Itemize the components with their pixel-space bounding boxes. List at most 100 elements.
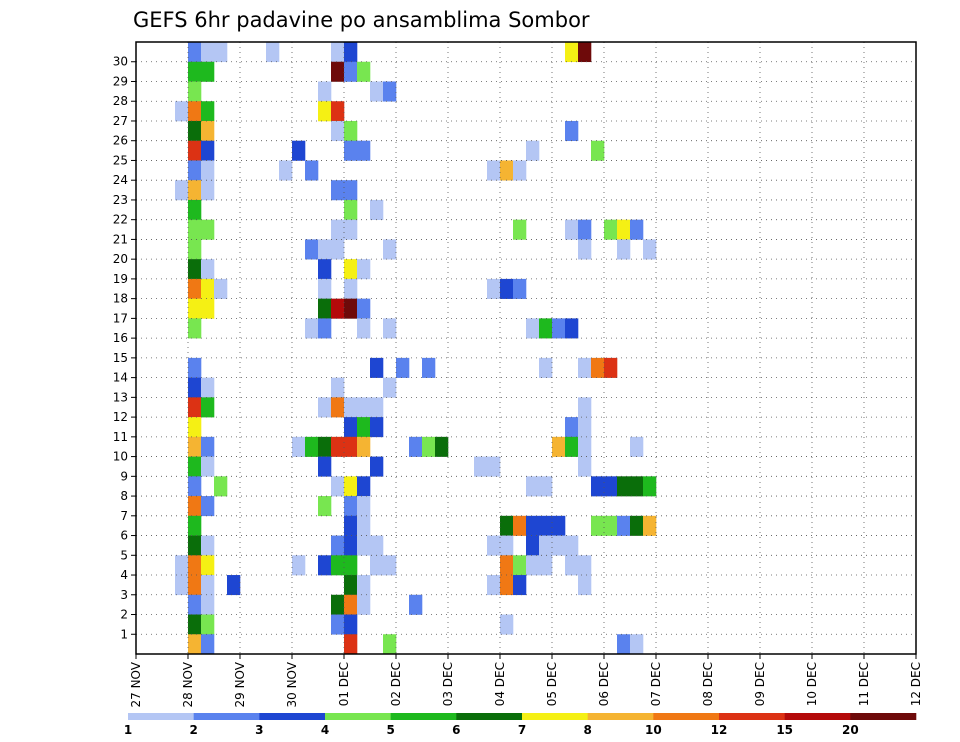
heatmap-cell [435,436,449,457]
colorbar-tick-label: 20 [842,723,859,737]
heatmap-cell [591,140,605,161]
heatmap-cell [318,278,332,299]
grid-lines [136,42,916,654]
heatmap-cell [201,219,215,240]
heatmap-cell [370,397,384,418]
heatmap-cell [591,357,605,378]
heatmap-cell [344,120,358,142]
heatmap-cell [331,180,345,201]
heatmap-cell [539,357,553,378]
colorbar-tick-label: 7 [518,723,526,737]
heatmap-cell [565,318,579,339]
heatmap-cell [331,535,345,556]
heatmap-cell [188,634,202,655]
heatmap-cell [201,397,215,418]
heatmap-cell [318,496,332,517]
heatmap-cell [331,239,345,260]
y-tick-label: 22 [113,213,128,227]
heatmap-cell [357,496,371,517]
y-tick-label: 4 [120,568,128,582]
y-tick-label: 15 [113,351,128,365]
heatmap-cell [500,278,514,299]
heatmap-cell [331,219,345,240]
y-tick-label: 7 [120,509,128,523]
heatmap-cell [565,436,579,457]
heatmap-cell [201,614,215,635]
heatmap-cell [578,42,592,63]
x-tick-label: 03 DEC [441,662,455,706]
heatmap-cell [305,239,319,260]
heatmap-cell [487,575,501,596]
heatmap-cell [539,515,553,536]
y-axis-ticks: 1234567891011121314151617181920212223242… [113,55,136,641]
heatmap-cell [383,81,397,102]
heatmap-cell [370,199,384,220]
heatmap-cell [331,61,345,82]
x-tick-label: 09 DEC [753,662,767,706]
heatmap-cell [188,180,202,201]
heatmap-cell [565,42,579,63]
heatmap-cell [539,318,553,339]
heatmap-cell [500,515,514,536]
heatmap-cell [188,239,202,260]
heatmap-cell [201,634,215,655]
heatmap-cell [318,81,332,102]
heatmap-cell [357,61,371,82]
colorbar-swatch [587,713,654,720]
heatmap-cell [578,436,592,457]
heatmap-cell [344,436,358,457]
x-tick-label: 05 DEC [545,662,559,706]
heatmap-cell [188,160,202,181]
heatmap-cell [513,219,527,240]
y-tick-label: 27 [113,114,128,128]
colorbar-swatch [784,713,851,720]
heatmap-cell [630,219,644,240]
heatmap-cell [617,515,631,536]
heatmap-cell [630,634,644,655]
heatmap-cell [305,160,319,181]
heatmap-cell [201,298,215,319]
heatmap-cell [487,160,501,181]
x-tick-label: 30 NOV [285,661,299,707]
colorbar-tick-label: 12 [711,723,728,737]
heatmap-cell [201,259,215,280]
y-tick-label: 2 [120,608,128,622]
heatmap-cell [344,594,358,615]
heatmap-cell [318,318,332,339]
heatmap-cell [578,397,592,418]
heatmap-cell [370,535,384,556]
heatmap-cell [552,436,566,457]
heatmap-cell [643,515,657,536]
heatmap-cell [188,140,202,161]
heatmap-cell [591,476,605,497]
heatmap-cell [318,436,332,457]
colorbar-tick-label: 5 [386,723,394,737]
heatmap-cell [422,357,436,378]
y-tick-label: 16 [113,331,128,345]
colorbar-tick-label: 4 [321,723,329,737]
heatmap-cell [500,160,514,181]
y-tick-label: 30 [113,55,128,69]
heatmap-cell [318,555,332,576]
heatmap-cell [344,140,358,161]
heatmap-cell [344,199,358,220]
x-tick-label: 07 DEC [649,662,663,706]
heatmap-cell [578,456,592,477]
heatmap-cell [539,535,553,556]
heatmap-cell [526,140,540,161]
heatmap-cell [318,456,332,477]
heatmap-cell [214,278,228,299]
heatmap-cell [344,259,358,280]
heatmap-cell [578,239,592,260]
heatmap-cell [357,397,371,418]
heatmap-cell [565,417,579,438]
heatmap-cell [409,436,423,457]
heatmap-cell [344,180,358,201]
heatmap-cell [175,180,189,201]
heatmap-cell [370,357,384,378]
colorbar-swatch [193,713,260,720]
heatmap-cell [188,357,202,378]
heatmap-cell [383,555,397,576]
heatmap-cell [383,377,397,398]
heatmap-cell [188,120,202,142]
